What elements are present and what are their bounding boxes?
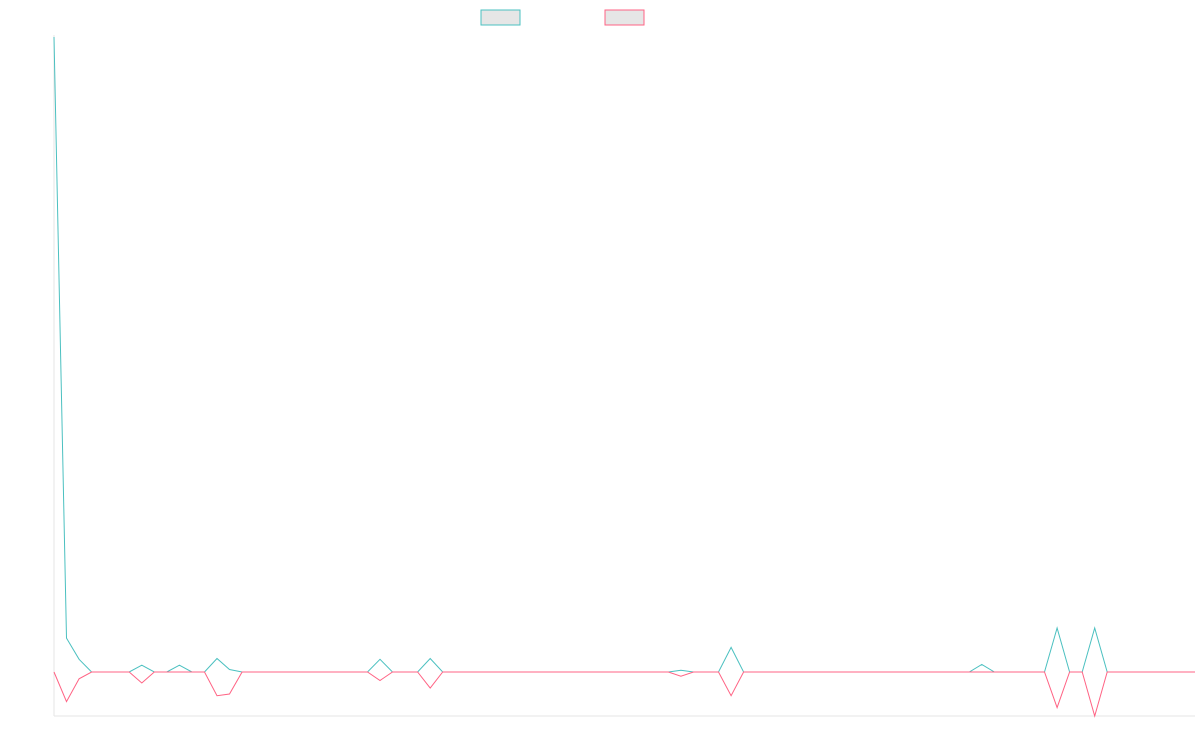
axes <box>53 35 1195 717</box>
series-line-1 <box>53 36 1195 673</box>
series-line-2 <box>53 671 1195 718</box>
legend <box>480 9 645 26</box>
legend-swatch-1 <box>480 9 521 26</box>
legend-swatch-2 <box>604 9 645 26</box>
plot-area <box>53 36 1195 718</box>
